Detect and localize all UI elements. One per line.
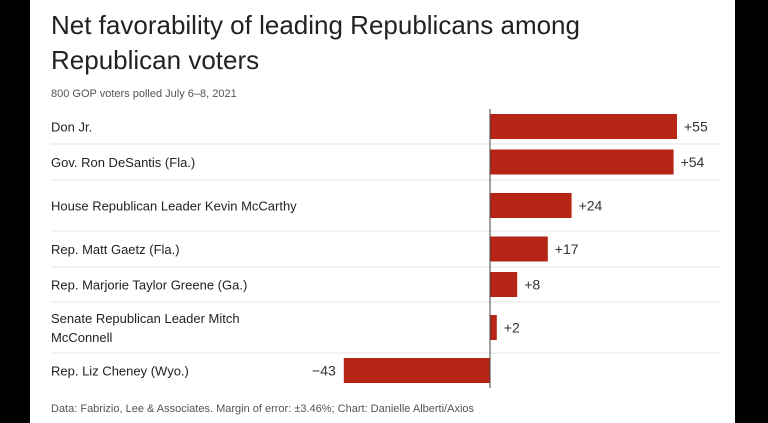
bar — [490, 149, 674, 175]
category-label: House Republican Leader Kevin McCarthy — [51, 199, 297, 214]
category-label: Don Jr. — [51, 120, 92, 135]
value-label: +54 — [681, 154, 705, 170]
bar — [490, 114, 677, 139]
chart-title: Net favorability of leading Republicans … — [51, 10, 580, 75]
bar — [490, 272, 518, 297]
bar — [490, 193, 572, 218]
value-label: +17 — [555, 241, 579, 257]
value-label: −43 — [312, 363, 336, 379]
bar — [343, 358, 490, 383]
category-label: Rep. Liz Cheney (Wyo.) — [51, 364, 189, 379]
value-label: +8 — [524, 277, 540, 293]
bar — [490, 315, 497, 340]
category-label: Senate Republican Leader Mitch McConnell — [51, 311, 240, 345]
chart-subtitle: 800 GOP voters polled July 6–8, 2021 — [51, 88, 237, 100]
chart-footer: Data: Fabrizio, Lee & Associates. Margin… — [51, 403, 475, 415]
value-label: +24 — [579, 198, 603, 214]
bar — [490, 236, 548, 262]
category-label: Rep. Matt Gaetz (Fla.) — [51, 242, 180, 257]
value-label: +55 — [684, 119, 708, 135]
bar-chart: Don Jr. +55 Gov. Ron DeSantis (Fla.) +54 Hou… — [51, 109, 720, 388]
category-label: Rep. Marjorie Taylor Greene (Ga.) — [51, 278, 247, 293]
category-label: Gov. Ron DeSantis (Fla.) — [51, 155, 195, 170]
value-label: +2 — [504, 320, 520, 336]
chart-card: Net favorability of leading Republicans … — [30, 0, 735, 423]
